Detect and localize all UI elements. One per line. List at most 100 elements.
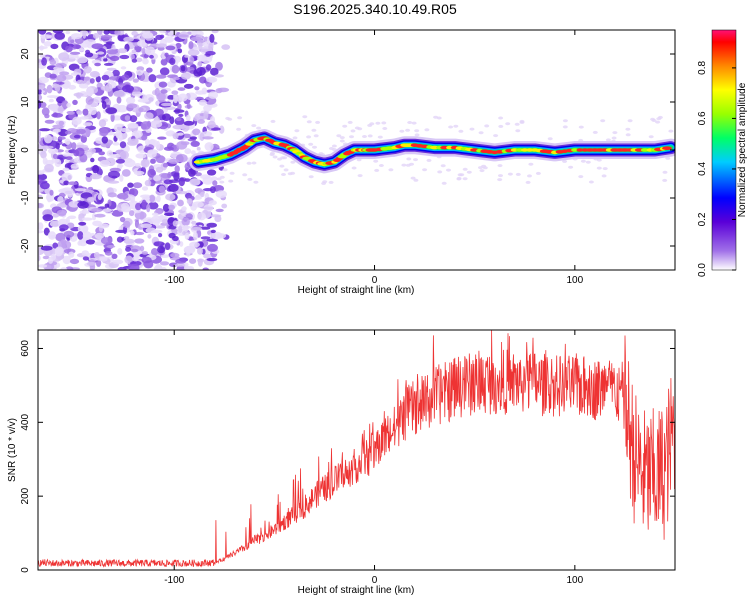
heatmap-cell xyxy=(237,116,243,120)
heatmap-cell xyxy=(388,168,394,172)
heatmap-cell xyxy=(139,245,145,252)
heatmap-cell xyxy=(668,129,674,133)
tick-label: 10 xyxy=(20,96,31,108)
heatmap-cell xyxy=(100,142,111,148)
heatmap-cell xyxy=(173,109,185,113)
heatmap-cell xyxy=(194,86,200,91)
heatmap-cell xyxy=(200,236,211,240)
colorbar-tick-label: 0.4 xyxy=(697,162,708,176)
heatmap-cell xyxy=(172,220,178,227)
heatmap-cell xyxy=(98,151,105,156)
heatmap-cell xyxy=(141,123,147,130)
heatmap-cell xyxy=(163,146,174,151)
heatmap-cell xyxy=(60,267,68,270)
heatmap-cell xyxy=(321,181,327,185)
heatmap-cell xyxy=(54,246,64,255)
heatmap-cell xyxy=(177,199,184,207)
tick: 0 xyxy=(20,567,675,573)
heatmap-cell xyxy=(73,92,84,97)
heatmap-cell xyxy=(134,238,145,244)
heatmap-cell xyxy=(55,62,67,68)
heatmap-cell xyxy=(154,108,164,117)
heatmap-cell xyxy=(484,124,490,128)
heatmap-cell xyxy=(219,180,225,184)
heatmap-cell xyxy=(56,209,67,217)
heatmap-cell xyxy=(159,261,170,266)
heatmap-cell xyxy=(99,256,108,262)
heatmap-cell xyxy=(42,145,54,149)
heatmap-cell xyxy=(181,206,187,211)
heatmap-cell xyxy=(163,212,175,216)
heatmap-cell xyxy=(183,225,189,232)
heatmap-cell xyxy=(357,174,363,178)
x-axis-ticks: -100 0 100 xyxy=(164,30,584,286)
heatmap-cell xyxy=(174,263,186,267)
tick-label: 0 xyxy=(20,147,31,153)
heatmap-cell xyxy=(135,202,142,211)
heatmap-cell xyxy=(210,229,216,234)
heatmap-cell xyxy=(121,202,130,210)
tick-label: 600 xyxy=(20,340,31,357)
heatmap-cell xyxy=(54,158,62,168)
colorbar-tick-label: 0.8 xyxy=(697,61,708,75)
heatmap-cell xyxy=(119,54,130,60)
heatmap-cell xyxy=(82,30,87,39)
signal-peak xyxy=(446,145,454,150)
heatmap-cell xyxy=(312,145,317,149)
heatmap-cell xyxy=(101,100,107,110)
heatmap-cell xyxy=(367,134,373,138)
heatmap-cell xyxy=(141,256,152,264)
heatmap-cell xyxy=(306,120,312,124)
heatmap-cell xyxy=(144,196,150,201)
heatmap-cell xyxy=(197,54,208,62)
heatmap-cell xyxy=(106,67,117,71)
heatmap-cell xyxy=(198,99,207,106)
heatmap-cell xyxy=(112,69,120,77)
heatmap-cell xyxy=(90,157,95,163)
heatmap-cell xyxy=(156,180,163,184)
heatmap-cell xyxy=(140,159,150,168)
tick: -100 xyxy=(164,330,185,586)
heatmap-cell xyxy=(377,135,383,139)
heatmap-cell xyxy=(40,182,50,190)
heatmap-cell xyxy=(132,256,139,262)
heatmap-cell xyxy=(189,178,201,186)
heatmap-cell xyxy=(362,135,367,138)
heatmap-cell xyxy=(178,113,184,117)
heatmap-cell xyxy=(381,121,387,125)
snr-line-path xyxy=(38,330,675,568)
heatmap-cell xyxy=(75,147,85,157)
heatmap-cell xyxy=(168,183,179,192)
heatmap-cell xyxy=(150,158,156,164)
heatmap-cell xyxy=(192,231,198,241)
heatmap-cell xyxy=(70,33,82,40)
heatmap-cell xyxy=(410,176,416,180)
heatmap-cell xyxy=(69,51,81,55)
y-axis-label-top: Frequency (Hz) xyxy=(7,116,18,185)
heatmap-cell xyxy=(219,175,225,179)
heatmap-cell xyxy=(38,178,43,185)
heatmap-cell xyxy=(247,177,253,181)
tick-label: 100 xyxy=(566,275,583,286)
heatmap-cell xyxy=(76,110,83,115)
heatmap-cell xyxy=(131,49,137,54)
heatmap-cell xyxy=(117,266,127,270)
heatmap-cell xyxy=(168,232,176,239)
colorbar-tick: 0.2 xyxy=(697,212,736,226)
heatmap-cell xyxy=(189,136,198,140)
heatmap-cell xyxy=(161,113,171,121)
heatmap-cell xyxy=(161,51,167,60)
heatmap-cell xyxy=(246,161,252,165)
heatmap-cell xyxy=(356,158,362,162)
heatmap-cell xyxy=(342,124,348,128)
heatmap-cell xyxy=(157,136,167,140)
heatmap-cell xyxy=(154,87,160,97)
heatmap-cell xyxy=(193,116,200,122)
heatmap-cell xyxy=(103,62,114,66)
heatmap-cell xyxy=(466,170,472,174)
tick-label: -20 xyxy=(20,238,31,253)
heatmap-cell xyxy=(96,111,101,120)
heatmap-cell xyxy=(190,36,203,42)
heatmap-cell xyxy=(162,218,168,224)
heatmap-cell xyxy=(123,238,135,244)
